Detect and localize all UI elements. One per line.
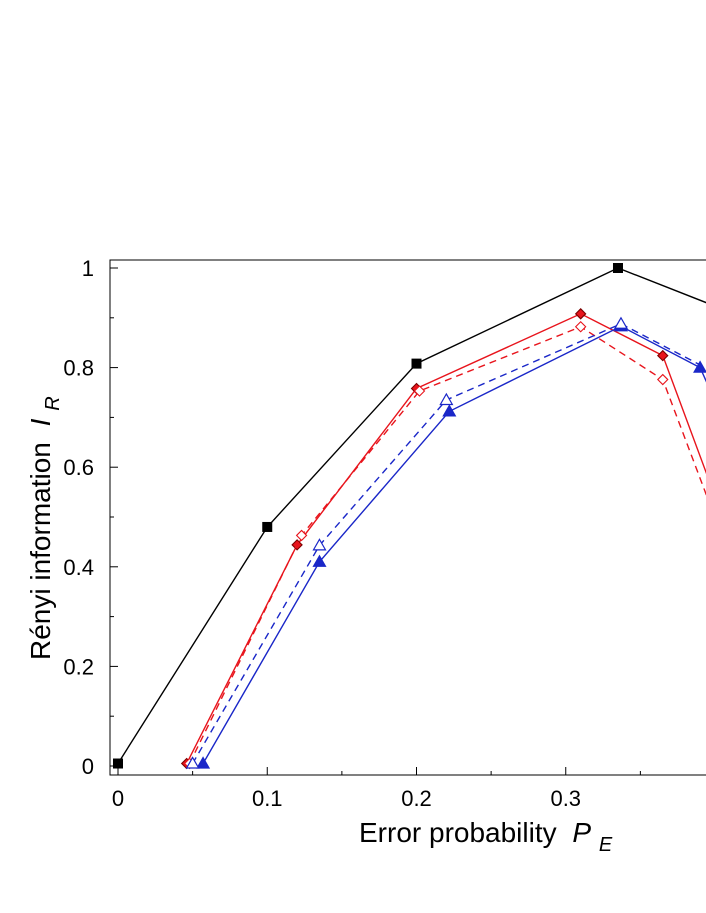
y-tick-label: 0.4 bbox=[63, 555, 94, 580]
series-blue-filled-triangles bbox=[196, 319, 706, 769]
series-blue-open-triangles-point bbox=[312, 538, 327, 551]
series-red-open-diamonds bbox=[183, 320, 706, 770]
series-black-squares-point bbox=[612, 263, 623, 273]
series-red-open-diamonds-point bbox=[656, 373, 669, 386]
series-group bbox=[113, 263, 706, 770]
y-tick-label: 0 bbox=[82, 754, 94, 779]
series-red-open-diamonds-point bbox=[413, 385, 426, 397]
y-axis-title: Rényi information I R bbox=[25, 396, 64, 660]
series-red-open-diamonds-line bbox=[188, 326, 706, 764]
series-blue-open-triangles-point bbox=[185, 756, 200, 769]
series-black-squares-point bbox=[411, 358, 422, 369]
series-blue-filled-triangles-point bbox=[312, 554, 327, 567]
series-black-squares-point bbox=[262, 521, 273, 532]
series-blue-open-triangles bbox=[185, 316, 706, 769]
series-red-filled-diamonds-point bbox=[574, 308, 587, 320]
axis-ticks bbox=[110, 267, 641, 775]
x-tick-label: 0.1 bbox=[252, 786, 283, 811]
x-axis-title: Error probability P E bbox=[359, 817, 613, 856]
series-red-open-diamonds-point bbox=[574, 320, 587, 333]
series-black-squares-line bbox=[117, 267, 706, 764]
series-red-filled-diamonds-point bbox=[656, 349, 669, 362]
x-tick-label: 0 bbox=[112, 786, 124, 811]
x-axis-title-subscript: E bbox=[599, 834, 613, 856]
y-tick-label: 0.6 bbox=[63, 455, 94, 480]
series-blue-filled-triangles-line bbox=[202, 325, 706, 764]
series-red-filled-diamonds-line bbox=[186, 313, 706, 764]
series-blue-filled-triangles-point bbox=[196, 756, 211, 769]
x-tick-label: 0.2 bbox=[401, 786, 432, 811]
x-tick-label: 0.3 bbox=[550, 786, 581, 811]
plot-border bbox=[109, 259, 706, 776]
series-blue-filled-triangles-point bbox=[442, 404, 457, 417]
x-axis-title-symbol: P bbox=[572, 817, 591, 848]
series-blue-filled-triangles-point bbox=[693, 360, 706, 373]
y-axis-title-text: Rényi information bbox=[25, 442, 56, 660]
y-tick-label: 0.8 bbox=[63, 356, 94, 381]
series-blue-open-triangles-point bbox=[613, 316, 629, 329]
tick-labels: 00.10.20.3000.20.40.60.81 bbox=[63, 256, 581, 811]
series-black-squares-point bbox=[113, 758, 123, 769]
series-black-squares bbox=[113, 263, 706, 769]
series-blue-open-triangles-line bbox=[191, 323, 706, 764]
y-axis-title-subscript: R bbox=[42, 396, 64, 410]
y-tick-label: 0.2 bbox=[63, 654, 94, 679]
series-blue-open-triangles-point bbox=[439, 392, 454, 406]
series-red-open-diamonds-point bbox=[295, 529, 308, 542]
y-axis-title-symbol: I bbox=[25, 418, 56, 426]
plot-frame bbox=[109, 259, 706, 776]
y-tick-label: 1 bbox=[82, 256, 94, 281]
x-axis-title-text: Error probability bbox=[359, 817, 557, 848]
